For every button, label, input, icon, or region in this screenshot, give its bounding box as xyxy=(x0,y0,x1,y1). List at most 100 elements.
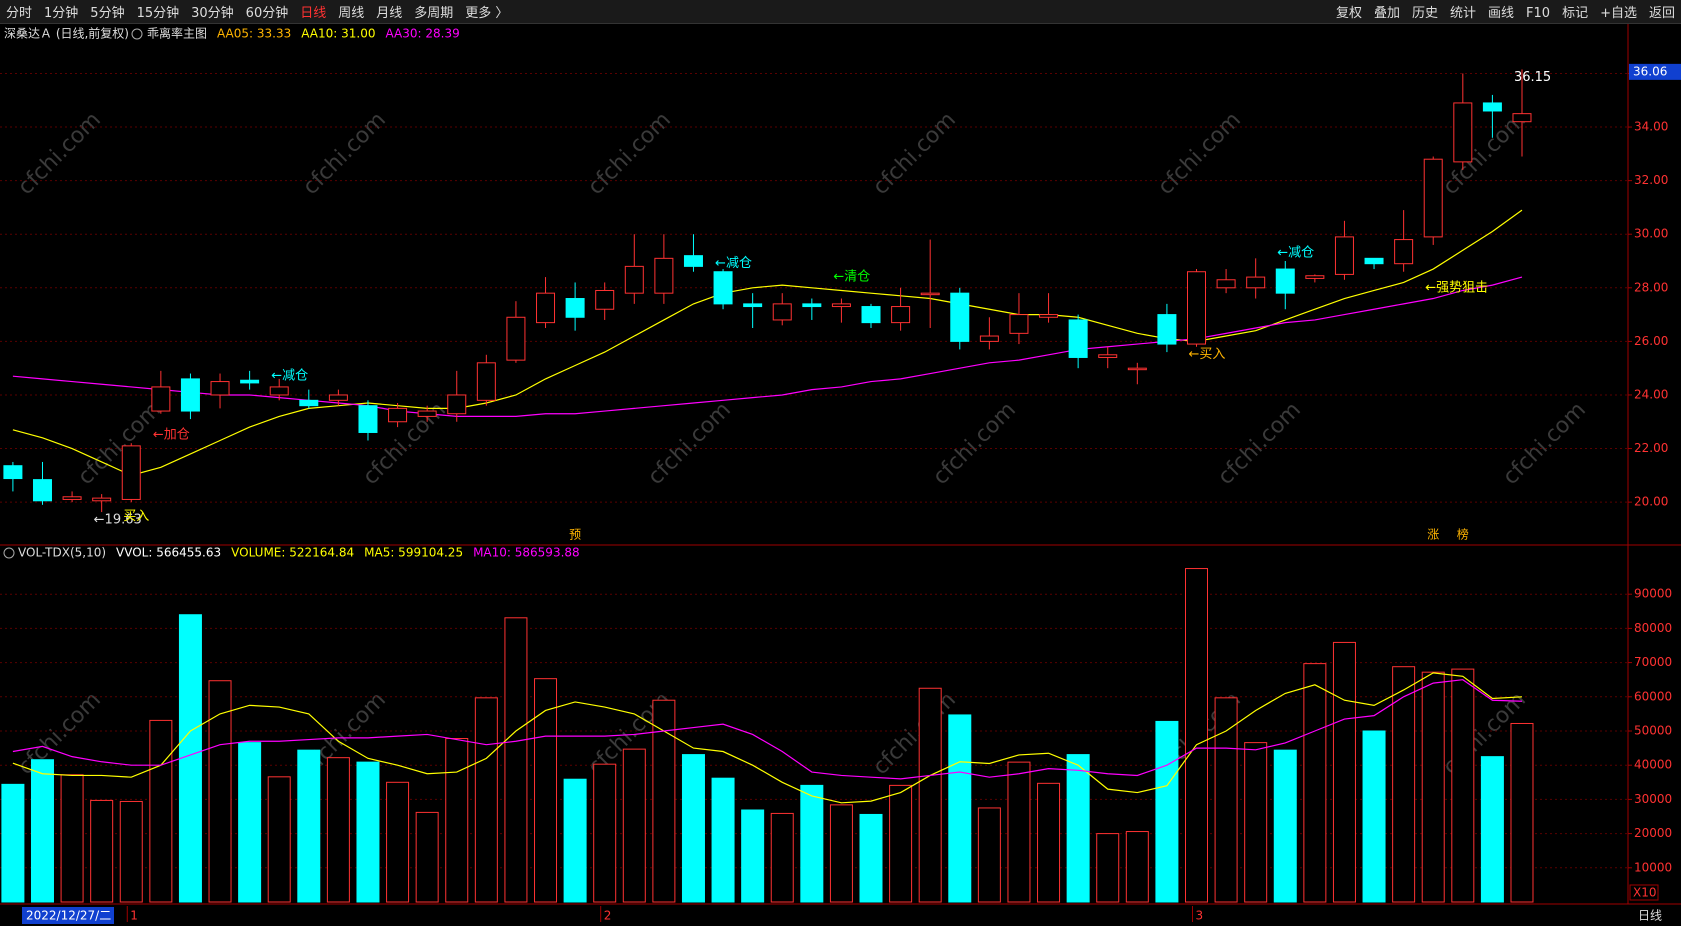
volume-bar xyxy=(415,811,439,903)
candle-body xyxy=(328,394,348,401)
toolbar-button[interactable]: 历史 xyxy=(1411,6,1438,21)
volume-bar xyxy=(741,809,765,903)
volume-bar xyxy=(1214,697,1238,903)
stock-title: 深桑达Ａ (日线,前复权) xyxy=(4,26,129,41)
candle-body xyxy=(388,407,408,423)
volume-bar xyxy=(977,807,1001,903)
candle-body xyxy=(920,292,940,296)
toolbar-button[interactable]: 画线 xyxy=(1488,6,1515,21)
candle-body xyxy=(358,405,378,433)
toolbar-button[interactable]: 15分钟 xyxy=(136,6,180,21)
volume-bar xyxy=(859,813,883,903)
candle-body xyxy=(979,335,999,342)
candle-body xyxy=(417,410,437,417)
candle-body xyxy=(269,386,289,396)
annotation: ←减仓 xyxy=(1277,245,1314,260)
candle-body xyxy=(861,306,881,324)
volume-bar xyxy=(1332,641,1356,903)
toolbar-button[interactable]: 多周期 xyxy=(414,6,454,21)
candle-body xyxy=(1039,314,1059,318)
y-tick-label: 34.00 xyxy=(1634,120,1668,134)
candle-body xyxy=(654,257,674,294)
annotation: ←加仓 xyxy=(153,428,190,443)
legend-text: 乖离率主图 xyxy=(147,26,207,41)
legend-text: MA5: 599104.25 xyxy=(364,546,463,560)
candle-body xyxy=(92,497,112,502)
toolbar-button[interactable]: 标记 xyxy=(1562,6,1589,21)
candle-body xyxy=(151,386,171,412)
toolbar-button[interactable]: 返回 xyxy=(1648,6,1675,21)
chart: cfchi.com cfchi.com cfchi.com cfchi.com cfch… xyxy=(0,24,1681,926)
candle-body xyxy=(506,316,526,361)
volume-bar xyxy=(1,783,25,903)
indicator-icon xyxy=(3,547,15,559)
candle-body xyxy=(891,306,911,324)
y-tick-label: 30000 xyxy=(1634,792,1672,806)
candle-body xyxy=(1423,158,1443,238)
y-tick-label: 60000 xyxy=(1634,689,1672,703)
candle-body xyxy=(772,303,792,321)
y-tick-label: 10000 xyxy=(1634,860,1672,874)
legend-text: VOLUME: 522164.84 xyxy=(231,546,354,560)
volume-bar xyxy=(1451,668,1475,903)
event-marker: 预 xyxy=(569,528,581,542)
toolbar-button[interactable]: 叠加 xyxy=(1373,6,1400,21)
volume-bar xyxy=(238,742,262,903)
candle-body xyxy=(1275,268,1295,294)
toolbar-button[interactable]: 5分钟 xyxy=(90,6,125,21)
toolbar-button[interactable]: +自选 xyxy=(1600,6,1637,21)
annotation: ←19.63 xyxy=(94,513,142,528)
toolbar-button[interactable]: 周线 xyxy=(338,6,365,21)
annotation: ←清仓 xyxy=(833,270,870,285)
y-tick-label: 70000 xyxy=(1634,655,1672,669)
candle-body xyxy=(3,465,23,480)
x-tick-label: 3 xyxy=(1196,909,1204,923)
candle-body xyxy=(683,255,703,267)
volume-ma-line xyxy=(12,679,1523,780)
price-tag: 36.06 xyxy=(1633,64,1667,78)
volume-bar xyxy=(563,778,587,903)
volume-bar xyxy=(1480,756,1504,903)
candle-body xyxy=(1187,271,1206,345)
annotation: ←买入 xyxy=(1189,347,1226,362)
volume-bar xyxy=(534,678,558,903)
volume-bar xyxy=(326,757,350,903)
candle-body xyxy=(62,496,82,500)
candle-body xyxy=(595,289,615,310)
legend-text: VVOL: 566455.63 xyxy=(116,546,221,560)
event-marker: 榜 xyxy=(1457,527,1469,542)
toolbar-button[interactable]: 月线 xyxy=(376,6,403,21)
toolbar-button[interactable]: 1分钟 xyxy=(44,6,79,21)
volume-bar xyxy=(356,761,380,903)
y-tick-label: 80000 xyxy=(1634,621,1672,635)
volume-bar xyxy=(829,804,853,903)
toolbar-button[interactable]: 复权 xyxy=(1335,6,1362,21)
candle-body xyxy=(950,292,970,342)
price-tag-bg xyxy=(1629,63,1681,80)
y-tick-label: 50000 xyxy=(1634,724,1672,738)
volume-ma-line xyxy=(12,672,1523,804)
toolbar-button[interactable]: 更多 〉 xyxy=(465,6,509,21)
volume-bar xyxy=(711,777,735,903)
y-tick-label: 22.00 xyxy=(1634,441,1668,455)
volume-bar xyxy=(178,614,202,903)
volume-bar xyxy=(681,754,705,903)
volume-bar xyxy=(1037,782,1061,903)
annotation: ←强势狙击 xyxy=(1425,279,1488,295)
candle-body xyxy=(713,271,733,305)
toolbar-button[interactable]: 分时 xyxy=(6,6,33,21)
y-tick-label: 24.00 xyxy=(1634,387,1668,401)
toolbar-button[interactable]: 日线 xyxy=(300,6,327,21)
annotation: 36.15 xyxy=(1514,70,1551,85)
candle-body xyxy=(180,378,200,412)
candle-body xyxy=(1246,276,1266,289)
toolbar-button[interactable]: 统计 xyxy=(1450,6,1477,21)
toolbar-button[interactable]: 30分钟 xyxy=(191,6,234,21)
toolbar-button[interactable]: F10 xyxy=(1526,6,1551,21)
toolbar-button[interactable]: 60分钟 xyxy=(245,6,289,21)
volume-bar xyxy=(770,812,794,903)
volume-bar xyxy=(1066,754,1090,903)
x-tick-label: 2 xyxy=(604,909,612,923)
volume-bar xyxy=(119,800,143,903)
volume-bar xyxy=(30,759,54,903)
